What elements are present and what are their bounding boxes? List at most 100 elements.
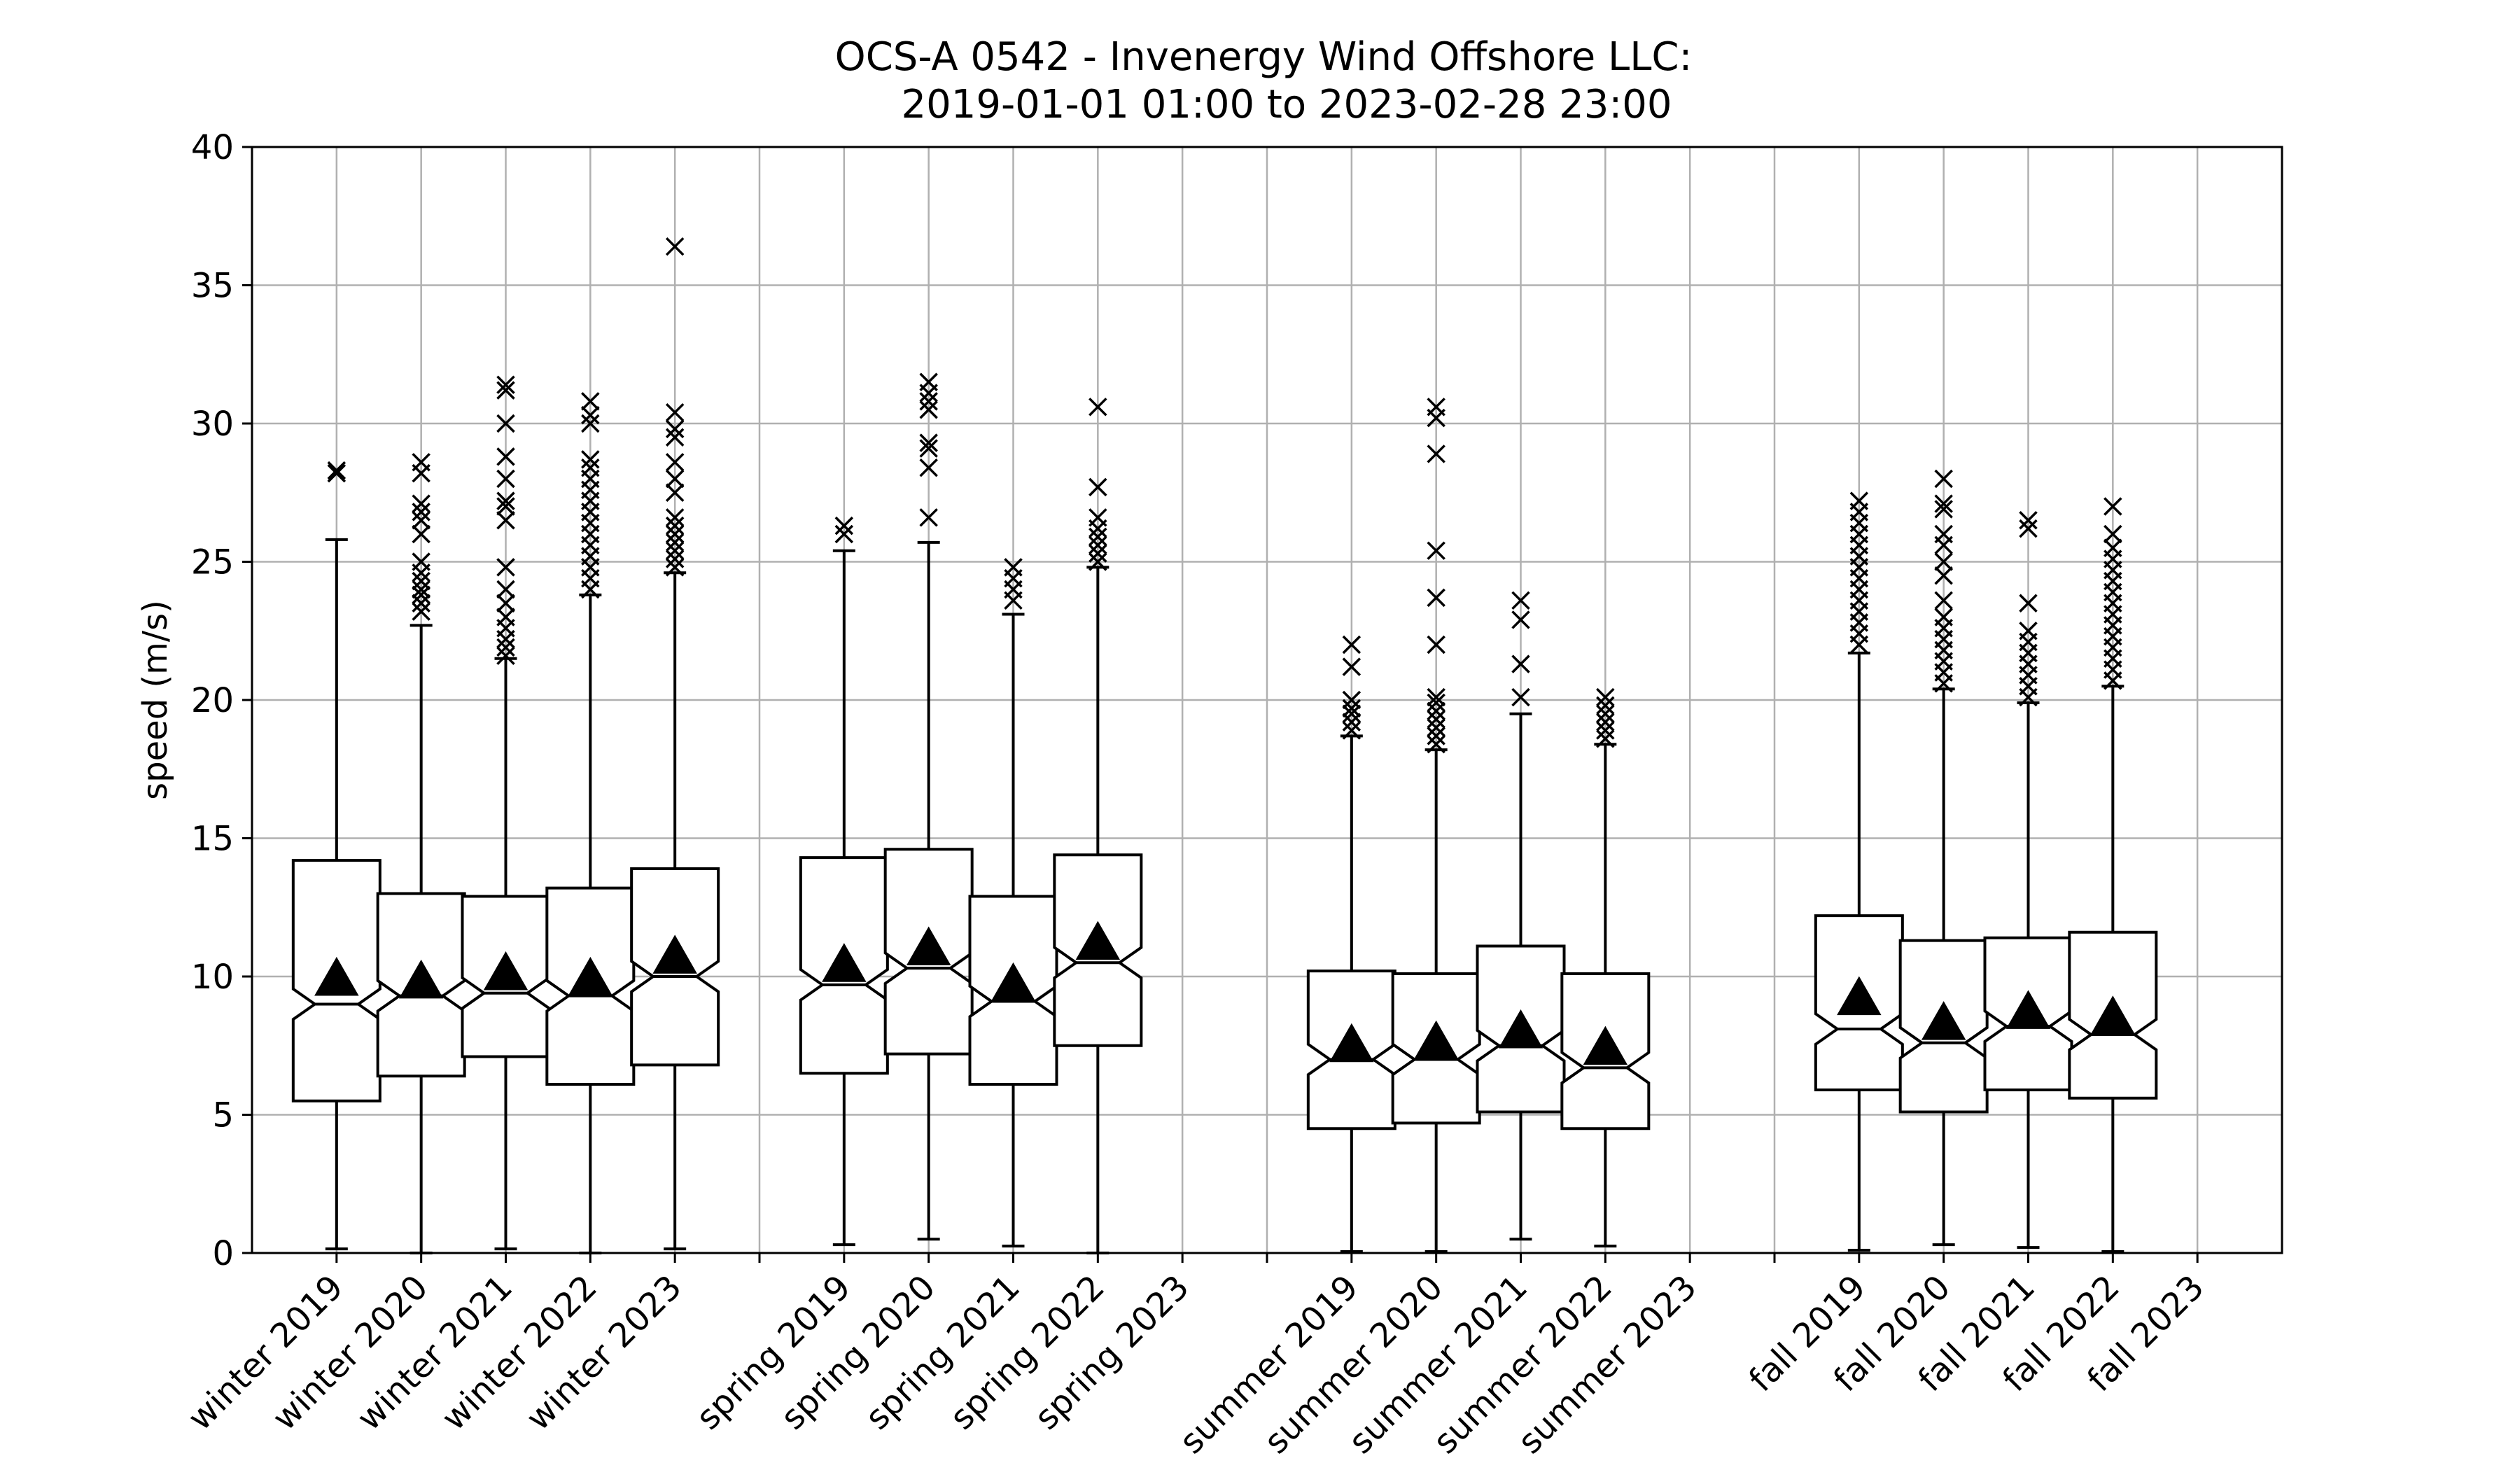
outlier-marker	[496, 558, 515, 577]
chart-title-line2: 2019-01-01 01:00 to 2023-02-28 23:00	[901, 82, 1672, 127]
outlier-marker	[1934, 524, 1953, 544]
outlier-marker	[1934, 469, 1953, 489]
outlier-marker	[665, 428, 685, 447]
outlier-marker	[496, 414, 515, 433]
mean-marker	[1583, 1026, 1628, 1065]
outlier-marker	[1934, 552, 1953, 571]
outlier-marker	[1511, 654, 1530, 673]
outlier-marker	[327, 461, 346, 480]
outlier-marker	[665, 524, 685, 544]
outlier-marker	[496, 497, 515, 516]
box-group	[968, 558, 1058, 1248]
outlier-marker	[1596, 729, 1615, 748]
outlier-marker	[581, 414, 600, 433]
box-group	[1391, 398, 1481, 1254]
outlier-marker	[1427, 718, 1446, 737]
outlier-marker	[2104, 524, 2122, 544]
outlier-marker	[1088, 552, 1107, 571]
outlier-marker	[496, 608, 515, 626]
outlier-marker	[1342, 699, 1362, 718]
y-tick-label: 30	[191, 405, 234, 444]
outlier-marker	[496, 447, 515, 466]
outlier-marker	[919, 439, 938, 458]
outlier-marker	[412, 511, 430, 530]
outlier-marker	[1427, 701, 1446, 721]
outlier-marker	[1427, 541, 1446, 560]
mean-marker	[822, 943, 867, 982]
mean-marker	[483, 951, 528, 990]
outlier-marker	[665, 453, 685, 472]
outlier-marker	[1427, 635, 1446, 654]
mean-marker	[1329, 1023, 1374, 1063]
y-tick-label: 20	[191, 681, 234, 720]
outlier-marker	[581, 405, 600, 425]
outlier-marker	[1427, 588, 1446, 608]
mean-marker	[1075, 920, 1121, 960]
outlier-marker	[665, 508, 685, 527]
mean-marker	[906, 926, 951, 965]
box-group	[1814, 491, 1904, 1252]
outlier-marker	[496, 375, 515, 394]
outlier-marker	[665, 237, 685, 256]
outlier-marker	[1088, 536, 1107, 555]
outlier-marker	[1596, 687, 1615, 707]
outlier-marker	[919, 458, 938, 477]
y-tick-label: 40	[191, 128, 234, 167]
outlier-marker	[412, 594, 430, 612]
y-tick-label: 0	[212, 1234, 234, 1273]
outlier-marker	[665, 550, 685, 568]
outlier-marker	[412, 503, 430, 522]
outlier-marker	[919, 392, 938, 411]
outlier-marker	[581, 450, 600, 469]
outlier-marker	[412, 571, 430, 591]
y-tick-label: 15	[191, 820, 234, 859]
outlier-marker	[1342, 704, 1362, 723]
outlier-marker	[1342, 635, 1362, 654]
outlier-marker	[665, 516, 685, 536]
outlier-marker	[412, 494, 430, 513]
outlier-marker	[496, 511, 515, 530]
outlier-marker	[412, 580, 430, 599]
outlier-marker	[1511, 687, 1530, 707]
mean-marker	[314, 956, 359, 996]
outlier-marker	[496, 469, 515, 489]
outlier-marker	[581, 392, 600, 411]
outlier-marker	[1427, 734, 1446, 754]
y-tick-label: 5	[212, 1096, 234, 1135]
outlier-marker	[1511, 610, 1530, 629]
mean-marker	[1837, 976, 1882, 1016]
outlier-marker	[496, 580, 515, 599]
outlier-marker	[919, 372, 938, 391]
outlier-marker	[1342, 721, 1362, 740]
outlier-marker	[496, 381, 515, 400]
mean-marker	[2005, 990, 2051, 1029]
outlier-marker	[1596, 713, 1615, 732]
outlier-marker	[1088, 508, 1107, 527]
outlier-marker	[1934, 500, 1953, 519]
outlier-marker	[665, 558, 685, 577]
y-tick-label: 10	[191, 958, 234, 997]
outlier-marker	[1004, 558, 1023, 577]
box-group	[1053, 398, 1143, 1254]
box-group	[883, 372, 974, 1241]
mean-marker	[990, 962, 1036, 1002]
outlier-marker	[1427, 710, 1446, 729]
outlier-marker	[919, 433, 938, 452]
outlier-marker	[496, 594, 515, 612]
outlier-marker	[834, 516, 854, 536]
box-group	[2068, 497, 2158, 1254]
outlier-marker	[834, 524, 854, 544]
box-elements	[291, 237, 2158, 1254]
outlier-marker	[1427, 444, 1446, 463]
outlier-marker	[496, 646, 515, 666]
box-group	[1898, 469, 1989, 1247]
outlier-marker	[2019, 594, 2038, 612]
mean-marker	[1921, 1001, 1966, 1040]
outlier-marker	[1427, 693, 1446, 713]
outlier-marker	[665, 483, 685, 502]
outlier-marker	[1934, 608, 1953, 626]
outlier-marker	[1088, 398, 1107, 416]
outlier-marker	[1342, 657, 1362, 676]
outlier-marker	[1427, 687, 1446, 707]
y-tick-label: 25	[191, 543, 234, 582]
